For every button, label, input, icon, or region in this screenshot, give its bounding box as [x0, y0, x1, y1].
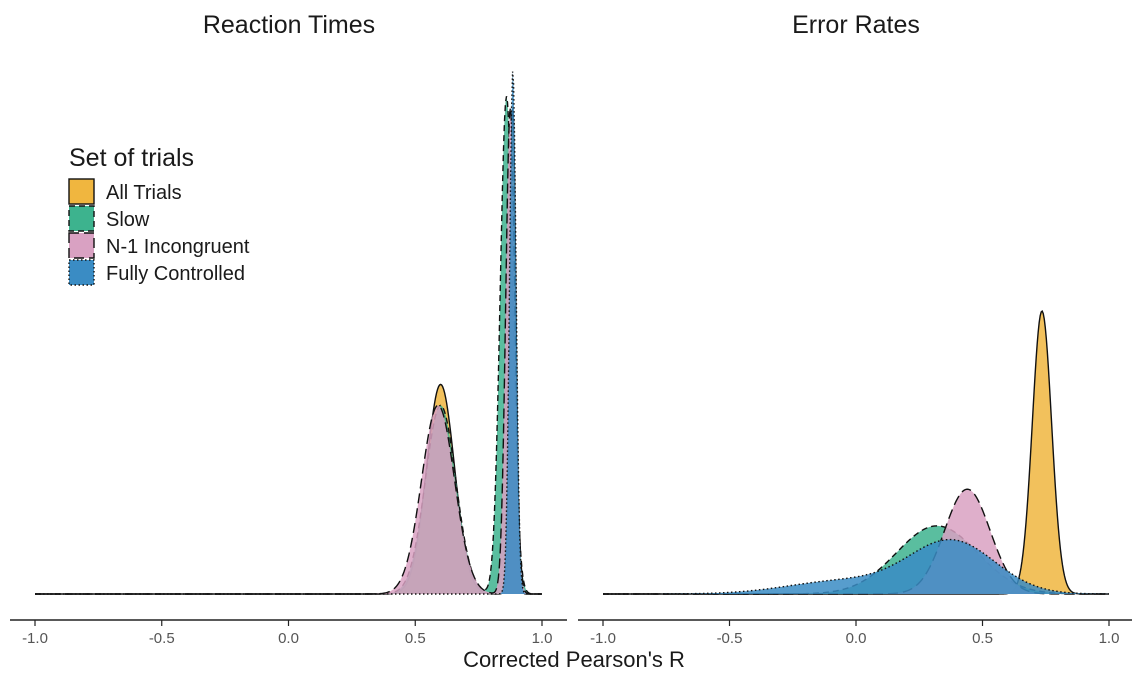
left-x-tick-label-4: 1.0 [532, 630, 553, 647]
legend-key-3 [68, 259, 95, 286]
right-panel-title: Error Rates [792, 11, 920, 39]
right-density-outline-3 [603, 538, 1109, 595]
legend-label-0: All Trials [106, 182, 182, 204]
right-panel-densities [603, 310, 1109, 595]
left-panel-densities [35, 71, 542, 595]
legend-label-2: N-1 Incongruent [106, 236, 250, 258]
right-x-tick-label-0: -1.0 [590, 630, 616, 647]
left-x-tick-label-0: -1.0 [22, 630, 48, 647]
legend-items: All Trials Slow N-1 Incongruent Fully Contr… [68, 178, 250, 286]
right-x-tick-label-1: -0.5 [717, 630, 743, 647]
left-density-area-2 [35, 107, 542, 595]
left-panel-title: Reaction Times [203, 11, 375, 39]
left-x-tick-label-2: 0.0 [278, 630, 299, 647]
left-density-outline-2 [35, 107, 542, 595]
legend-label-1: Slow [106, 209, 150, 231]
right-x-tick-label-3: 0.5 [972, 630, 993, 647]
right-x-tick-label-2: 0.0 [846, 630, 867, 647]
x-axis-title: Corrected Pearson's R [463, 647, 685, 672]
right-x-tick-label-4: 1.0 [1099, 630, 1120, 647]
left-x-ticks: -1.0 -0.5 0.0 0.5 1.0 [22, 620, 552, 647]
left-x-tick-label-1: -0.5 [149, 630, 175, 647]
legend-title: Set of trials [69, 144, 194, 172]
legend-key-2 [68, 232, 95, 259]
right-density-area-0 [603, 311, 1109, 594]
legend: Set of trials All Trials Slow N-1 Incongru… [68, 144, 250, 286]
left-x-tick-label-3: 0.5 [405, 630, 426, 647]
right-x-ticks: -1.0 -0.5 0.0 0.5 1.0 [590, 620, 1119, 647]
legend-key-0 [68, 178, 95, 205]
left-density-outline-3 [35, 71, 542, 595]
legend-label-3: Fully Controlled [106, 263, 245, 285]
legend-key-1 [68, 205, 95, 232]
